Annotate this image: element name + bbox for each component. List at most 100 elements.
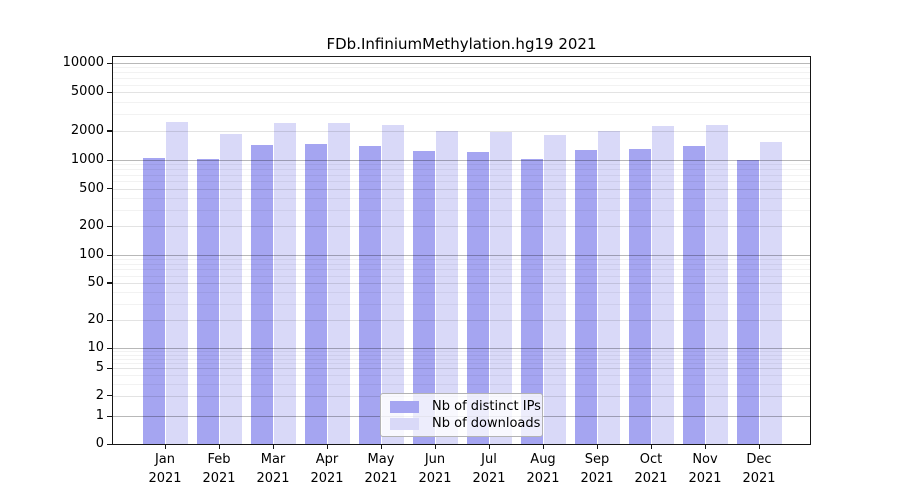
bar-distinct-ips xyxy=(575,149,597,444)
gridline xyxy=(113,269,810,270)
y-tick xyxy=(107,91,113,94)
gridline xyxy=(113,160,810,161)
gridline xyxy=(113,175,810,176)
gridline xyxy=(113,255,810,256)
gridline xyxy=(113,189,810,190)
gridline xyxy=(113,292,810,293)
y-tick xyxy=(107,159,113,161)
x-tick-label: Mar 2021 xyxy=(256,452,290,486)
x-tick-label: Nov 2021 xyxy=(688,452,722,486)
bar-distinct-ips xyxy=(683,146,705,444)
gridline xyxy=(113,283,810,284)
x-tick xyxy=(542,444,544,449)
bar-downloads xyxy=(328,123,350,444)
x-tick-label: Sep 2021 xyxy=(580,452,614,486)
gridline xyxy=(113,304,810,305)
y-tick-label: 5 xyxy=(95,360,104,376)
gridline xyxy=(113,102,810,103)
bar-distinct-ips xyxy=(467,151,489,444)
y-tick-label: 100 xyxy=(79,247,104,262)
x-tick-label: Jul 2021 xyxy=(472,452,506,486)
bar-downloads xyxy=(598,130,620,444)
bar-downloads xyxy=(652,126,674,444)
gridline xyxy=(113,359,810,360)
bar-distinct-ips xyxy=(737,160,759,444)
gridline xyxy=(113,355,810,356)
gridline xyxy=(113,375,810,376)
x-tick-label: Dec 2021 xyxy=(742,452,776,486)
x-tick xyxy=(434,444,436,449)
gridline xyxy=(113,72,810,73)
gridline xyxy=(113,259,810,260)
y-tick xyxy=(107,443,113,445)
gridline xyxy=(113,226,810,227)
x-tick xyxy=(380,444,382,449)
y-tick-label: 10000 xyxy=(62,55,104,70)
y-tick xyxy=(107,319,113,321)
x-tick-label: Oct 2021 xyxy=(634,452,668,486)
legend-entry-downloads: Nb of downloads xyxy=(390,416,540,431)
y-tick xyxy=(107,130,113,132)
bar-downloads xyxy=(760,142,782,444)
gridline xyxy=(113,85,810,86)
x-tick-label: Apr 2021 xyxy=(310,452,344,486)
gridline xyxy=(113,368,810,369)
gridline xyxy=(113,114,810,115)
y-tick xyxy=(107,62,113,64)
y-tick-label: 1 xyxy=(95,408,104,423)
gridline xyxy=(113,348,810,349)
bar-distinct-ips xyxy=(305,144,327,444)
bar-distinct-ips xyxy=(251,144,273,444)
x-tick xyxy=(326,444,328,449)
gridline xyxy=(113,181,810,182)
x-tick-label: Jan 2021 xyxy=(148,452,182,486)
gridline xyxy=(113,78,810,79)
y-tick-label: 2000 xyxy=(70,122,104,138)
legend-entry-distinct-ips: Nb of distinct IPs xyxy=(390,399,541,414)
gridline xyxy=(113,363,810,364)
y-tick-label: 20 xyxy=(87,312,104,327)
y-tick-label: 5000 xyxy=(70,84,104,100)
bar-downloads xyxy=(436,130,458,444)
y-tick-label: 50 xyxy=(87,274,104,290)
bar-downloads xyxy=(544,135,566,444)
y-tick-label: 1000 xyxy=(70,152,104,167)
bar-downloads xyxy=(220,133,242,444)
gridline xyxy=(113,169,810,170)
y-tick xyxy=(107,395,113,397)
bar-distinct-ips xyxy=(359,146,381,444)
y-tick xyxy=(107,415,113,417)
gridline xyxy=(113,320,810,321)
legend-swatch-distinct-ips xyxy=(390,400,419,413)
legend: Nb of distinct IPs Nb of downloads xyxy=(380,393,543,437)
gridline xyxy=(113,264,810,265)
x-tick xyxy=(218,444,220,449)
bar-downloads xyxy=(706,124,728,444)
y-tick-label: 0 xyxy=(95,436,104,451)
gridline xyxy=(113,164,810,165)
legend-label-distinct-ips: Nb of distinct IPs xyxy=(432,399,541,414)
bar-distinct-ips xyxy=(143,157,165,444)
gridline xyxy=(113,131,810,132)
y-tick xyxy=(107,254,113,256)
bar-downloads xyxy=(382,124,404,444)
y-tick xyxy=(107,367,113,370)
y-tick-label: 500 xyxy=(79,180,104,196)
x-tick xyxy=(488,444,490,449)
plot-area xyxy=(113,57,810,444)
y-tick-label: 10 xyxy=(87,340,104,355)
bar-distinct-ips xyxy=(629,148,651,444)
y-tick xyxy=(107,347,113,349)
legend-swatch-downloads xyxy=(390,417,419,430)
chart-title: FDb.InfiniumMethylation.hg19 2021 xyxy=(326,35,597,53)
x-tick xyxy=(272,444,274,449)
y-tick xyxy=(107,225,113,228)
legend-label-downloads: Nb of downloads xyxy=(432,416,541,431)
x-tick xyxy=(596,444,598,449)
gridline xyxy=(113,276,810,277)
gridline xyxy=(113,210,810,211)
x-tick-label: Feb 2021 xyxy=(202,452,236,486)
x-tick-label: Jun 2021 xyxy=(418,452,452,486)
bar-distinct-ips xyxy=(413,150,435,444)
